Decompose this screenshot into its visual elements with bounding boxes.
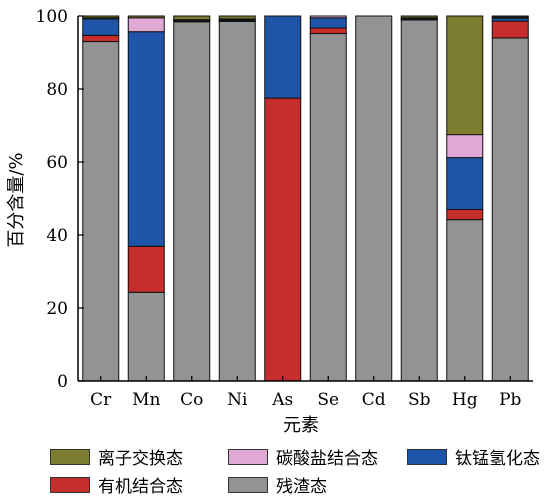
x-tick-label-co: Co — [180, 390, 203, 410]
y-tick-label: 100 — [36, 7, 68, 27]
legend-row: 有机结合态 残渣态 — [50, 472, 555, 500]
bar-segment-co-0 — [174, 16, 210, 20]
x-tick-label-sb: Sb — [408, 390, 431, 410]
legend-label: 钛锰氢化态 — [455, 444, 540, 469]
y-tick-label: 80 — [46, 80, 68, 100]
bar-segment-pb-0 — [492, 16, 528, 17]
legend-swatch — [50, 449, 90, 465]
x-tick-label-cd: Cd — [362, 390, 386, 410]
bar-segment-pb-3 — [492, 21, 528, 38]
bar-segment-cr-3 — [83, 35, 119, 41]
legend-swatch — [407, 449, 447, 465]
bar-segment-cr-4 — [83, 42, 119, 381]
x-tick-label-hg: Hg — [452, 390, 478, 410]
bar-segment-co-4 — [174, 22, 210, 381]
bar-segment-mn-2 — [128, 32, 164, 247]
bar-segment-hg-2 — [447, 158, 483, 210]
x-tick-label-mn: Mn — [132, 390, 160, 410]
legend-swatch — [50, 477, 90, 493]
bar-segment-sb-4 — [401, 20, 437, 381]
y-tick-label: 40 — [46, 226, 68, 246]
legend-row: 离子交换态 碳酸盐结合态 钛锰氢化态 — [50, 444, 555, 472]
bar-segment-hg-1 — [447, 135, 483, 158]
legend-item: 离子交换态 — [50, 444, 183, 469]
y-tick-label: 0 — [57, 372, 68, 392]
bar-segment-hg-4 — [447, 220, 483, 381]
bar-segment-se-2 — [310, 18, 346, 28]
legend-swatch — [228, 449, 268, 465]
bar-segment-mn-1 — [128, 18, 164, 32]
x-axis-label: 元素 — [283, 415, 319, 436]
bar-segment-ni-0 — [219, 16, 255, 19]
legend-label: 离子交换态 — [98, 444, 183, 469]
bar-segment-ni-4 — [219, 21, 255, 381]
bar-segment-sb-0 — [401, 16, 437, 18]
y-tick-label: 20 — [46, 299, 68, 319]
legend-swatch — [228, 477, 268, 493]
bar-segment-mn-0 — [128, 16, 164, 18]
legend-label: 碳酸盐结合态 — [276, 444, 378, 469]
bar-segment-as-3 — [265, 98, 301, 381]
bar-segment-se-1 — [310, 16, 346, 18]
bar-segment-hg-0 — [447, 16, 483, 135]
y-tick-label: 60 — [46, 153, 68, 173]
bar-segment-as-2 — [265, 16, 301, 98]
x-tick-label-as: As — [271, 390, 293, 410]
bar-segment-pb-4 — [492, 38, 528, 381]
bar-segment-se-4 — [310, 34, 346, 381]
x-tick-label-se: Se — [317, 390, 339, 410]
legend-item: 有机结合态 — [50, 472, 183, 497]
y-axis-label: 百分含量/% — [6, 152, 27, 247]
legend-label: 有机结合态 — [98, 472, 183, 497]
legend-item: 钛锰氢化态 — [407, 444, 540, 469]
x-tick-label-ni: Ni — [227, 390, 248, 410]
bar-segment-cd-4 — [356, 16, 392, 381]
bar-segment-hg-3 — [447, 209, 483, 219]
legend-item: 残渣态 — [228, 472, 327, 497]
bar-segment-mn-3 — [128, 246, 164, 292]
legend-item: 碳酸盐结合态 — [228, 444, 378, 469]
bar-segment-se-3 — [310, 28, 346, 33]
plot-area: 0 20 40 60 80 100 Cr Mn Co Ni As Se Cd Sb Hg Pb — [36, 7, 533, 410]
bar-segment-mn-4 — [128, 292, 164, 381]
bar-segment-cr-0 — [83, 16, 119, 18]
bar-segment-cr-2 — [83, 19, 119, 35]
legend-label: 残渣态 — [276, 472, 327, 497]
x-tick-label-pb: Pb — [499, 390, 521, 410]
legend: 离子交换态 碳酸盐结合态 钛锰氢化态有机结合态 残渣态 — [50, 444, 555, 500]
x-tick-label-cr: Cr — [90, 390, 112, 410]
